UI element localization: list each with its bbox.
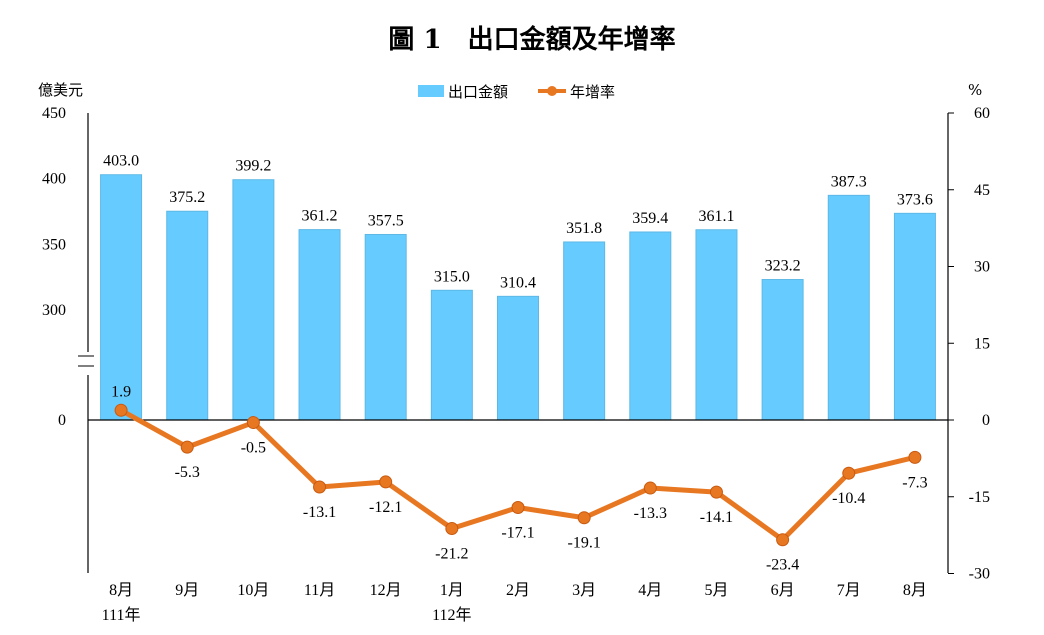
right-tick-label: 15 bbox=[974, 335, 990, 352]
line-point bbox=[643, 481, 657, 495]
line-point bbox=[842, 466, 856, 480]
x-tick-label: 2月 bbox=[506, 582, 530, 599]
bar-value-label: 373.6 bbox=[897, 191, 933, 208]
bar-value-label: 399.2 bbox=[235, 158, 271, 175]
line-value-label: -10.4 bbox=[832, 490, 865, 507]
bar bbox=[827, 194, 870, 421]
line-value-label: -17.1 bbox=[501, 524, 534, 541]
bar-value-label: 357.5 bbox=[368, 212, 404, 229]
line-point bbox=[709, 485, 723, 499]
x-tick-label: 5月 bbox=[704, 582, 728, 599]
bar bbox=[298, 229, 341, 421]
bar-value-labels: 403.0 375.2 399.2 361.2 357.5 315.0 310.4 351.8… bbox=[103, 153, 933, 292]
left-axis-ticks: 0 300 350 400 450 bbox=[42, 105, 66, 429]
legend-bar-label: 出口金額 bbox=[448, 83, 508, 101]
line-point bbox=[908, 450, 922, 464]
x-tick-label: 9月 bbox=[175, 582, 199, 599]
legend-bar-swatch bbox=[418, 85, 444, 97]
x-tick-label: 8月 bbox=[903, 582, 927, 599]
left-tick-label: 400 bbox=[42, 171, 66, 188]
line-point bbox=[246, 416, 260, 430]
line-value-label: -0.5 bbox=[241, 440, 266, 457]
line-value-label: -12.1 bbox=[369, 499, 402, 516]
legend-line-marker bbox=[547, 86, 557, 96]
x-tick-sublabel: 112年 bbox=[432, 606, 471, 624]
bar bbox=[761, 279, 804, 421]
right-tick-label: 0 bbox=[982, 412, 990, 429]
right-tick-label: 60 bbox=[974, 105, 990, 122]
line-value-label: 1.9 bbox=[111, 383, 131, 400]
line-value-label: -23.4 bbox=[766, 557, 799, 574]
bar-value-label: 361.1 bbox=[698, 208, 734, 225]
x-axis-labels: 8月 111年 9月 10月 11月 12月 1月 112年 2月 3月 4月 5月 6月 7月 8月 bbox=[102, 582, 927, 624]
chart-title: 圖 1 出口金額及年增率 bbox=[388, 24, 675, 55]
x-tick-label: 6月 bbox=[771, 582, 795, 599]
right-tick-label: -30 bbox=[969, 566, 990, 583]
line-value-label: -14.1 bbox=[700, 509, 733, 526]
line-point bbox=[379, 475, 393, 489]
x-tick-label: 8月 bbox=[109, 582, 133, 599]
x-tick-label: 12月 bbox=[370, 582, 402, 599]
left-axis-unit: 億美元 bbox=[38, 81, 83, 99]
line-point bbox=[114, 403, 128, 417]
x-tick-sublabel: 111年 bbox=[102, 606, 141, 624]
bar-value-label: 387.3 bbox=[831, 173, 867, 190]
line-series bbox=[114, 403, 922, 547]
bar bbox=[893, 212, 936, 421]
line-point bbox=[313, 480, 327, 494]
bar-value-label: 359.4 bbox=[632, 210, 668, 227]
left-tick-label: 0 bbox=[58, 412, 66, 429]
bar bbox=[166, 210, 209, 421]
x-tick-label: 11月 bbox=[304, 582, 335, 599]
bar bbox=[232, 179, 275, 421]
line-point bbox=[776, 533, 790, 547]
line-point bbox=[577, 511, 591, 525]
legend: 出口金額 年增率 bbox=[418, 83, 615, 101]
bar bbox=[430, 289, 473, 421]
right-tick-label: 45 bbox=[974, 182, 990, 199]
left-tick-label: 300 bbox=[42, 302, 66, 319]
x-tick-label: 1月 bbox=[440, 582, 464, 599]
line-value-label: -19.1 bbox=[567, 535, 600, 552]
line-point bbox=[445, 521, 459, 535]
x-tick-label: 10月 bbox=[237, 582, 269, 599]
line-value-label: -7.3 bbox=[902, 474, 927, 491]
bar-value-label: 361.2 bbox=[302, 208, 338, 225]
series-line bbox=[119, 408, 916, 543]
legend-line-label: 年增率 bbox=[570, 83, 615, 101]
bar bbox=[364, 233, 407, 421]
x-tick-label: 3月 bbox=[572, 582, 596, 599]
right-axis-ticks: -30 -15 0 15 30 45 60 bbox=[948, 105, 990, 583]
bar-value-label: 310.4 bbox=[500, 274, 536, 291]
right-axis-unit: % bbox=[968, 81, 982, 99]
line-value-labels: 1.9 -5.3 -0.5 -13.1 -12.1 -21.2 -17.1 -19.1 -13.… bbox=[111, 383, 928, 573]
line-value-label: -21.2 bbox=[435, 545, 468, 562]
line-value-label: -13.3 bbox=[634, 505, 667, 522]
bar-series bbox=[100, 174, 936, 421]
x-tick-label: 7月 bbox=[837, 582, 861, 599]
bar bbox=[563, 241, 606, 421]
left-tick-label: 450 bbox=[42, 105, 66, 122]
bar bbox=[695, 229, 738, 421]
bar-value-label: 315.0 bbox=[434, 268, 470, 285]
bar-value-label: 375.2 bbox=[169, 189, 205, 206]
bar-value-label: 323.2 bbox=[765, 258, 801, 275]
right-tick-label: -15 bbox=[969, 489, 990, 506]
bar-value-label: 403.0 bbox=[103, 153, 139, 170]
line-point bbox=[180, 440, 194, 454]
line-value-label: -13.1 bbox=[303, 504, 336, 521]
line-value-label: -5.3 bbox=[175, 464, 200, 481]
line-point bbox=[511, 500, 525, 514]
bar bbox=[497, 295, 539, 421]
left-tick-label: 350 bbox=[42, 236, 66, 253]
x-tick-label: 4月 bbox=[638, 582, 662, 599]
bar-value-label: 351.8 bbox=[566, 220, 602, 237]
bar bbox=[629, 231, 672, 421]
right-tick-label: 30 bbox=[974, 259, 990, 276]
